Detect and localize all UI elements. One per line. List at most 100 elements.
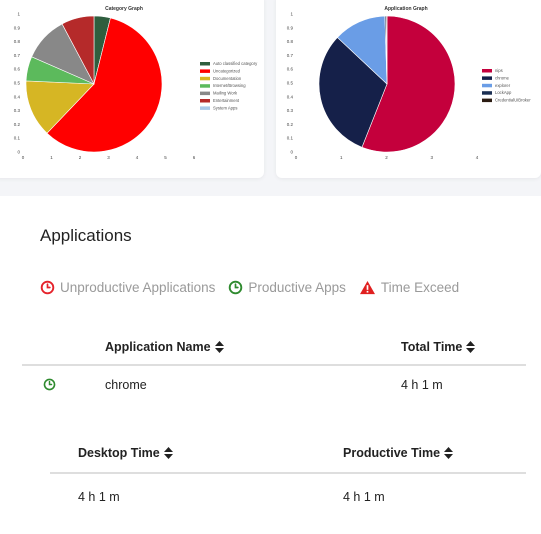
col-productive-time-label: Productive Time — [343, 446, 441, 460]
y-tick-label: 0.2 — [14, 122, 21, 127]
application-graph: Application Graph 0 0.1 0.2 0.3 0.4 0.5 0.6 0.7 0… — [287, 6, 531, 160]
x-tick-label: 0 — [22, 155, 25, 160]
legend-label: LockApp — [495, 90, 512, 95]
y-tick-label: 0.3 — [14, 108, 21, 113]
legend-label: Auto classified category — [213, 61, 258, 66]
legend-swatch — [200, 69, 210, 73]
col-desktop-time-label: Desktop Time — [78, 446, 160, 460]
y-tick-label: 0.7 — [287, 53, 294, 58]
y-tick-label: 0.6 — [14, 67, 21, 72]
y-tick-label: 0.9 — [14, 25, 21, 30]
x-tick-label: 1 — [50, 155, 53, 160]
legend-productive-label: Productive Apps — [248, 280, 346, 295]
x-tick-label: 4 — [136, 155, 139, 160]
pie-slice — [61, 15, 95, 85]
y-tick-label: 1 — [17, 12, 20, 17]
pie-slice — [318, 37, 388, 148]
legend-label: Documentation — [213, 76, 242, 81]
x-tick-label: 6 — [193, 155, 196, 160]
pie-slice — [361, 15, 456, 153]
y-tick-label: 0.9 — [287, 25, 294, 30]
y-tick-label: 0.7 — [14, 53, 21, 58]
clock-green-icon — [43, 378, 56, 391]
col-application-name-label: Application Name — [105, 340, 211, 354]
y-tick-label: 0.4 — [287, 94, 294, 99]
y-tick-label: 0.8 — [14, 39, 21, 44]
y-tick-label: 0.3 — [287, 108, 294, 113]
status-legend: Unproductive Applications Productive App… — [40, 280, 472, 295]
legend-swatch — [482, 76, 492, 80]
clock-green-icon — [229, 280, 243, 295]
y-tick-label: 0.1 — [287, 136, 294, 141]
app-name-cell: chrome — [105, 378, 147, 392]
col-productive-time[interactable]: Productive Time — [343, 446, 454, 460]
legend-label: explorer — [495, 83, 511, 88]
legend-swatch — [200, 76, 210, 81]
warning-icon — [359, 280, 375, 295]
sort-icon[interactable] — [163, 447, 173, 459]
applications-title: Applications — [40, 226, 132, 245]
y-tick-label: 0.2 — [287, 122, 294, 127]
legend-exceed-label: Time Exceed — [380, 280, 460, 295]
legend-swatch — [200, 99, 210, 103]
col-desktop-time[interactable]: Desktop Time — [78, 446, 173, 460]
productive-time-value: 4 h 1 m — [343, 490, 385, 504]
legend-label: Entertainment — [213, 98, 240, 103]
legend-label: Mailing Work — [213, 91, 238, 96]
x-tick-label: 2 — [79, 155, 82, 160]
legend-swatch — [200, 91, 210, 96]
col-total-time-label: Total Time — [401, 340, 463, 354]
y-tick-label: 0.1 — [14, 136, 21, 141]
y-tick-label: 0.5 — [287, 81, 294, 86]
x-tick-label: 3 — [430, 155, 433, 160]
legend-swatch — [200, 106, 210, 110]
x-tick-label: 0 — [295, 155, 298, 160]
desktop-time-value: 4 h 1 m — [78, 490, 120, 504]
pie-slice — [25, 80, 95, 134]
y-tick-label: 0 — [290, 150, 293, 155]
sort-icon[interactable] — [444, 447, 454, 459]
category-graph: Category Graph 0 0.1 0.2 0.3 0.4 0.5 0.6 0.7 0.8 0… — [14, 6, 258, 160]
y-tick-label: 0.5 — [14, 81, 21, 86]
x-tick-label: 3 — [107, 155, 110, 160]
x-tick-label: 5 — [164, 155, 167, 160]
sort-icon[interactable] — [466, 341, 476, 353]
x-tick-label: 4 — [476, 155, 479, 160]
legend-unproductive-label: Unproductive Applications — [60, 280, 216, 295]
sort-icon[interactable] — [214, 341, 224, 353]
y-tick-label: 0.6 — [287, 67, 294, 72]
x-tick-label: 1 — [340, 155, 343, 160]
y-tick-label: 0.8 — [287, 39, 294, 44]
legend-productive: Productive Apps — [228, 280, 346, 295]
legend-label: Uncategorized — [213, 68, 241, 73]
legend-label: chrome — [495, 75, 510, 80]
pie-slice — [385, 15, 388, 85]
total-time-cell: 4 h 1 m — [401, 378, 443, 392]
col-total-time[interactable]: Total Time — [401, 340, 476, 354]
y-tick-label: 0.4 — [14, 94, 21, 99]
legend-label: nips — [495, 68, 503, 73]
x-tick-label: 2 — [385, 155, 388, 160]
legend-swatch — [200, 62, 210, 66]
applications-panel: Applications Unproductive Applications P… — [0, 196, 541, 534]
legend-swatch — [482, 91, 492, 95]
chart-title: Category Graph — [105, 6, 143, 12]
legend-swatch — [200, 84, 210, 88]
clock-red-icon — [40, 280, 55, 295]
category-graph-card: Category Graph 0 0.1 0.2 0.3 0.4 0.5 0.6 0.7 0.8 0… — [0, 0, 264, 178]
y-tick-label: 1 — [290, 12, 293, 17]
application-graph-card: Application Graph 0 0.1 0.2 0.3 0.4 0.5 0.6 0.7 0… — [276, 0, 541, 178]
pie-slice — [46, 17, 163, 153]
col-application-name[interactable]: Application Name — [105, 340, 224, 354]
legend-exceed: Time Exceed — [359, 280, 459, 295]
legend-swatch — [482, 69, 492, 73]
legend-swatch — [482, 83, 492, 88]
legend-label: System Apps — [213, 105, 237, 110]
chart-title: Application Graph — [384, 6, 427, 12]
table-header-divider — [22, 364, 526, 366]
legend-label: CredentialUIBroker — [495, 98, 531, 103]
detail-header-divider — [50, 472, 526, 474]
legend-swatch — [482, 98, 492, 103]
legend-unproductive: Unproductive Applications — [40, 280, 215, 295]
legend-label: Internet/Browsing — [213, 83, 246, 88]
